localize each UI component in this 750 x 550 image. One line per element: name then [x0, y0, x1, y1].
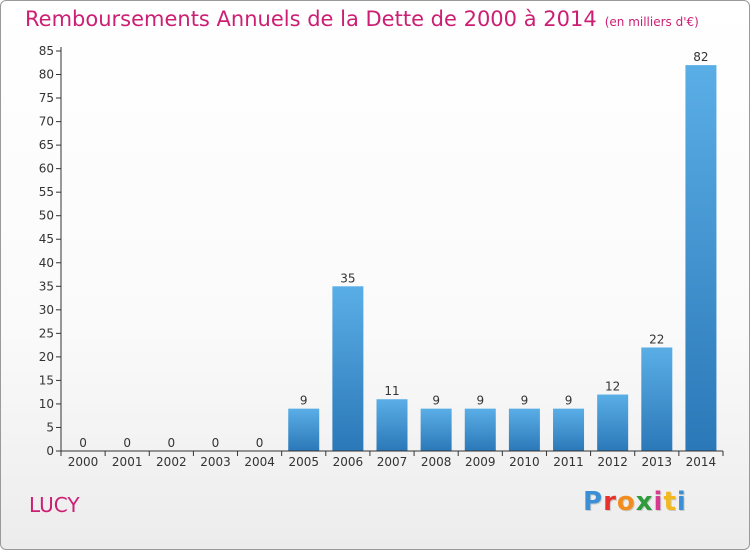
- data-label: 0: [212, 436, 220, 450]
- logo-letter: i: [653, 487, 664, 517]
- bar-2012: [597, 394, 629, 451]
- proxiti-logo: Proxiti: [583, 487, 687, 517]
- commune-name: LUCY: [29, 493, 80, 517]
- bar-2006: [332, 286, 364, 451]
- data-label: 35: [340, 271, 355, 285]
- data-label: 0: [79, 436, 87, 450]
- logo-letter: r: [603, 487, 617, 517]
- bar-2005: [288, 408, 320, 451]
- data-label: 9: [432, 394, 440, 408]
- y-tick-label: 30: [39, 303, 54, 317]
- logo-letter: P: [583, 487, 604, 517]
- x-tick-label: 2006: [333, 455, 364, 469]
- bar-2011: [553, 408, 585, 451]
- x-tick-label: 2010: [509, 455, 540, 469]
- bar-2009: [464, 408, 496, 451]
- y-tick-label: 5: [46, 420, 54, 434]
- bar-2010: [508, 408, 540, 451]
- x-tick-label: 2013: [642, 455, 673, 469]
- x-tick-label: 2003: [200, 455, 231, 469]
- y-tick-label: 20: [39, 350, 54, 364]
- y-tick-label: 55: [39, 185, 54, 199]
- x-tick-label: 2014: [686, 455, 717, 469]
- chart-title-text: Remboursements Annuels de la Dette de 20…: [25, 7, 597, 31]
- logo-letter: i: [676, 487, 687, 517]
- bar-chart: 0 5 10 15 20 25 30 35 40 45 50 55 60 65 70 75 80 85 2000 20…: [39, 44, 724, 469]
- data-label: 22: [649, 332, 664, 346]
- x-tick-label: 2012: [597, 455, 628, 469]
- x-tick-label: 2001: [112, 455, 143, 469]
- logo-letter: x: [635, 487, 654, 517]
- data-label: 9: [521, 394, 529, 408]
- data-label: 0: [168, 436, 176, 450]
- y-tick-label: 35: [39, 279, 54, 293]
- data-label: 11: [384, 384, 399, 398]
- y-tick-label: 80: [39, 68, 54, 82]
- chart-unit: (en milliers d'€): [604, 15, 699, 29]
- labels-layer: 0 0 0 0 0 9 35 11 9 9 9 9 12 22 82: [79, 50, 708, 450]
- data-label: 9: [476, 394, 484, 408]
- data-label: 82: [693, 50, 708, 64]
- bars-layer: [288, 65, 717, 451]
- data-label: 9: [565, 394, 573, 408]
- y-tick-label: 70: [39, 115, 54, 129]
- x-tick-label: 2005: [288, 455, 319, 469]
- y-tick-label: 50: [39, 209, 54, 223]
- data-label: 9: [300, 394, 308, 408]
- y-tick-label: 45: [39, 232, 54, 246]
- chart-title: Remboursements Annuels de la Dette de 20…: [25, 7, 699, 31]
- axes-layer: 0 5 10 15 20 25 30 35 40 45 50 55 60 65 70 75 80 85 2000 20…: [39, 44, 724, 469]
- data-label: 0: [123, 436, 131, 450]
- y-tick-label: 40: [39, 256, 54, 270]
- y-tick-label: 0: [46, 444, 54, 458]
- y-tick-label: 60: [39, 162, 54, 176]
- bar-2013: [641, 347, 673, 451]
- bar-2008: [420, 408, 452, 451]
- y-tick-label: 75: [39, 91, 54, 105]
- y-tick-label: 85: [39, 44, 54, 58]
- bar-2014: [685, 65, 717, 451]
- y-tick-label: 65: [39, 138, 54, 152]
- x-tick-label: 2007: [377, 455, 408, 469]
- x-tick-label: 2008: [421, 455, 452, 469]
- y-tick-label: 15: [39, 373, 54, 387]
- data-label: 12: [605, 380, 620, 394]
- y-tick-label: 10: [39, 397, 54, 411]
- x-tick-label: 2011: [553, 455, 584, 469]
- x-tick-label: 2009: [465, 455, 496, 469]
- bar-2007: [376, 399, 408, 451]
- x-tick-label: 2000: [68, 455, 99, 469]
- x-tick-label: 2004: [244, 455, 275, 469]
- y-tick-label: 25: [39, 326, 54, 340]
- logo-letter: o: [616, 487, 636, 517]
- logo-letter: t: [663, 487, 677, 517]
- x-tick-label: 2002: [156, 455, 187, 469]
- data-label: 0: [256, 436, 264, 450]
